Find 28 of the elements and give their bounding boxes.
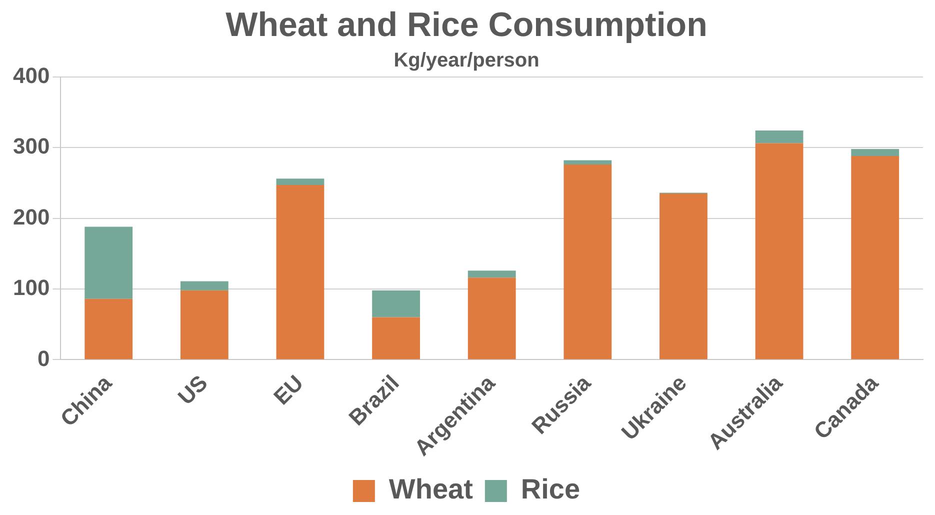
bar xyxy=(851,156,900,360)
bar xyxy=(84,298,133,360)
bar xyxy=(276,185,324,360)
bar xyxy=(755,130,804,144)
chart-title: Wheat and Rice Consumption xyxy=(226,6,708,44)
bar xyxy=(564,160,612,165)
x-tick-label: US xyxy=(172,370,212,410)
bar xyxy=(276,178,324,186)
y-tick-label: 200 xyxy=(12,204,50,230)
bar xyxy=(564,164,612,360)
bar xyxy=(372,317,420,360)
bar xyxy=(180,281,228,290)
x-tick-label: EU xyxy=(268,370,308,410)
y-tick-label: 0 xyxy=(37,346,50,371)
y-tick-label: 100 xyxy=(12,275,50,300)
bar xyxy=(660,194,708,360)
bar xyxy=(468,278,516,360)
y-tick-label: 300 xyxy=(12,134,50,159)
bar xyxy=(851,148,900,156)
y-tick-label: 400 xyxy=(12,62,50,88)
legend-label: Wheat xyxy=(388,474,473,505)
bar xyxy=(372,290,420,318)
bar xyxy=(755,143,804,360)
bar xyxy=(84,226,133,299)
chart-subtitle: Kg/year/person xyxy=(394,49,540,72)
bar xyxy=(180,290,228,360)
legend-label: Rice xyxy=(520,474,580,505)
bar xyxy=(468,270,516,278)
